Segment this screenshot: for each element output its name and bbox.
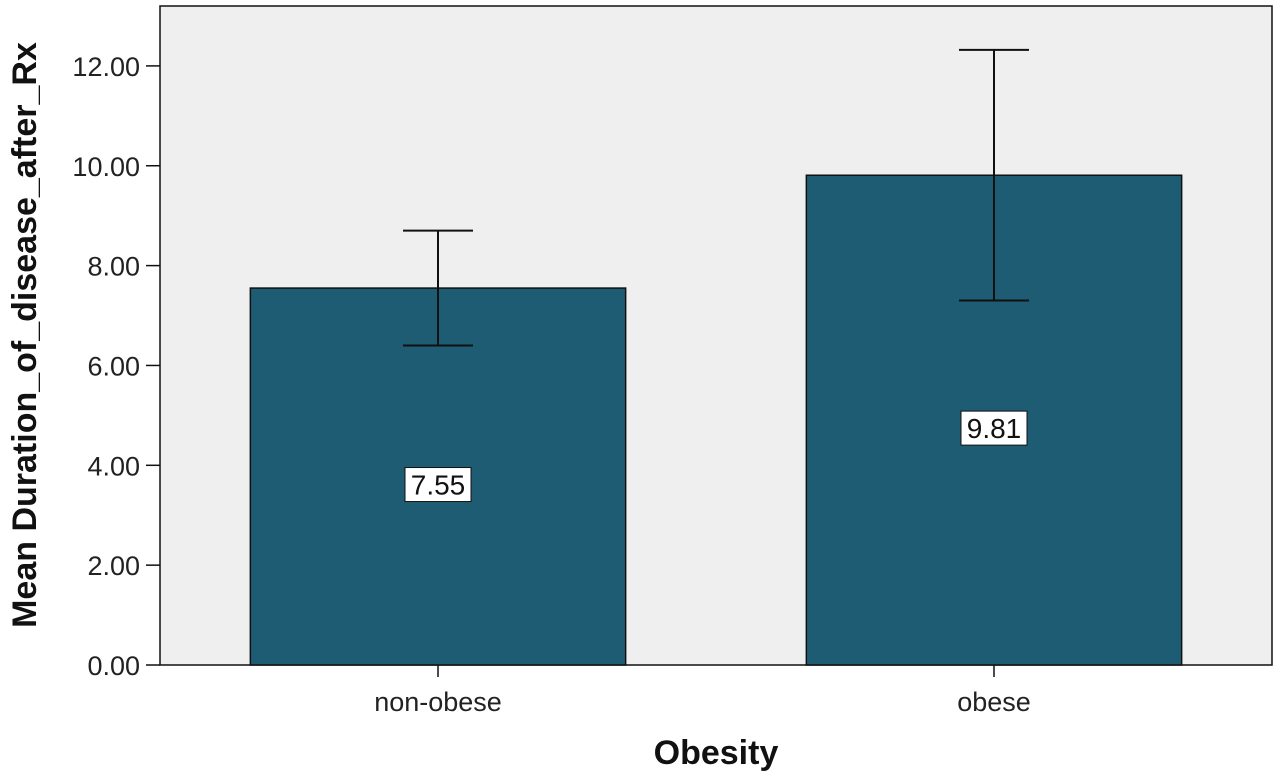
x-tick-label-obese: obese [957, 687, 1031, 717]
data-label-obese: 9.81 [967, 413, 1022, 444]
y-tick-label-3: 6.00 [87, 351, 140, 381]
error-bars-layer [403, 48, 1029, 347]
y-axis-title: Mean Duration_of_disease_after_Rx [6, 42, 44, 628]
y-tick-label-6: 12.00 [72, 52, 140, 82]
x-tick-label-non-obese: non-obese [374, 687, 502, 717]
y-tick-label-0: 0.00 [87, 651, 140, 681]
y-tick-label-5: 10.00 [72, 152, 140, 182]
x-axis: non-obese obese [374, 665, 1031, 717]
y-tick-label-1: 2.00 [87, 551, 140, 581]
y-axis: 0.00 2.00 4.00 6.00 8.00 10.00 12.00 [72, 52, 160, 681]
data-labels-layer: 7.55 9.81 [404, 410, 1028, 503]
y-tick-label-4: 8.00 [87, 252, 140, 282]
x-axis-title: Obesity [654, 734, 779, 772]
data-label-non-obese: 7.55 [411, 470, 466, 501]
y-tick-label-2: 4.00 [87, 451, 140, 481]
data-label-box-non-obese [404, 467, 472, 503]
data-label-box-obese [960, 410, 1028, 446]
